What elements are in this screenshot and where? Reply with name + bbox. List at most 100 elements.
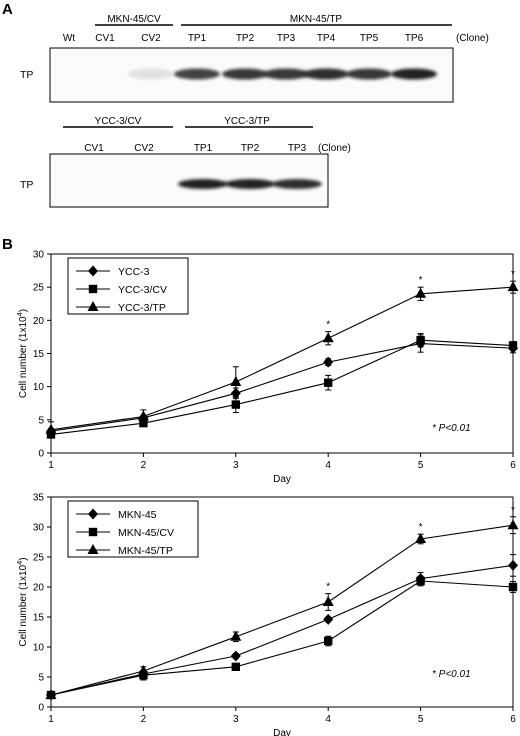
blot1-lane-label: Wt: [63, 33, 75, 44]
x-tick-label: 2: [141, 714, 147, 725]
x-tick-label: 4: [325, 714, 331, 725]
x-tick-label: 3: [233, 714, 239, 725]
legend-label: YCC-3: [118, 266, 150, 278]
legend-label: MKN-45/CV: [118, 527, 174, 539]
series-ycc-3-tp: [45, 280, 519, 439]
y-tick-label: 20: [33, 583, 45, 594]
y-tick-label: 5: [38, 415, 44, 426]
blot2-band: [225, 179, 275, 189]
panel-a-letter: A: [2, 1, 13, 18]
blot1-lane-label: CV1: [95, 33, 115, 44]
blot1-lane-label: TP4: [317, 33, 336, 44]
western-blot-2: [49, 153, 329, 208]
y-tick-label: 30: [33, 250, 45, 261]
blot2-lane-labels: CV1 CV2 TP1 TP2 TP3: [84, 143, 306, 154]
data-point-triangle: [415, 533, 427, 543]
blot1-lane-label: CV2: [141, 33, 161, 44]
data-point-square: [324, 636, 333, 646]
x-tick-label: 3: [233, 460, 239, 471]
significance-marker: *: [511, 269, 515, 280]
blot1-band: [346, 68, 392, 80]
legend-box: [67, 257, 189, 315]
data-point-square: [416, 576, 425, 586]
legend: YCC-3 YCC-3/CV YCC-3/TP: [67, 257, 189, 315]
blot1-lane-label: TP6: [405, 33, 424, 44]
series-line: [50, 580, 514, 696]
blot2-row-label: TP: [20, 179, 33, 191]
y-tick-label: 30: [33, 523, 45, 534]
data-point-triangle: [322, 596, 334, 606]
x-tick-label: 6: [510, 460, 516, 471]
blot1-clone-label: (Clone): [456, 33, 489, 44]
significance-marker: *: [326, 320, 330, 331]
data-point-triangle: [507, 281, 519, 292]
significance-marker: *: [419, 522, 423, 533]
y-axis-label: Cell number (1x104): [15, 309, 29, 398]
y-tick-label: 20: [33, 316, 45, 327]
y-tick-label: 0: [38, 703, 44, 714]
series-line: [50, 524, 514, 696]
y-tick-label: 0: [38, 449, 44, 460]
y-tick-label: 10: [33, 643, 45, 654]
legend-label: YCC-3/TP: [118, 302, 166, 314]
blot1-band: [222, 68, 268, 80]
x-tick-label: 5: [418, 714, 424, 725]
blot1-lane-labels: Wt CV1 CV2 TP1 TP2 TP3 TP4 TP5 TP6: [63, 33, 424, 44]
x-axis-label: Day: [273, 728, 291, 736]
significance-marker: *: [419, 275, 423, 286]
data-point-diamond: [508, 559, 518, 571]
data-point-triangle: [230, 630, 242, 641]
legend-label: YCC-3/CV: [118, 284, 167, 296]
significance-marker: *: [511, 505, 515, 516]
blot2-lane-label: TP2: [241, 143, 260, 154]
y-tick-label: 25: [33, 553, 45, 564]
legend-marker-triangle: [87, 301, 99, 311]
blot2-band: [272, 179, 322, 189]
legend-marker-square: [88, 284, 98, 294]
legend-marker-triangle: [87, 544, 99, 554]
data-point-triangle: [322, 332, 334, 343]
panel-b-letter: B: [2, 236, 13, 253]
blot2-lane-label: CV1: [84, 143, 104, 154]
blot1-band: [174, 68, 220, 80]
blot2-lane-label: TP3: [288, 143, 307, 154]
data-point-triangle: [137, 665, 149, 675]
legend-marker-square: [88, 527, 98, 537]
y-axis-label: Cell number (1x104): [15, 557, 29, 646]
blot1-group-cv-label: MKN-45/CV: [107, 14, 161, 25]
legend: MKN-45 MKN-45/CV MKN-45/TP: [67, 500, 199, 558]
blot2-clone-label: (Clone): [318, 143, 351, 154]
data-point-square: [231, 662, 240, 671]
series-line: [50, 564, 514, 696]
y-tick-label: 25: [33, 283, 45, 294]
series-line: [50, 342, 514, 432]
blot1-group-tp-label: MKN-45/TP: [290, 14, 343, 25]
blot2-band: [178, 179, 228, 189]
y-tick-label: 5: [38, 673, 44, 684]
blot1-lane-label: TP3: [277, 33, 296, 44]
x-tick-label: 4: [325, 460, 331, 471]
p-value-note: * P<0.01: [432, 669, 471, 680]
x-axis-label: Day: [273, 474, 291, 485]
blot2-lane-label: TP1: [194, 143, 213, 154]
legend-label: MKN-45: [118, 509, 157, 521]
series-line: [50, 339, 514, 435]
blot1-band: [391, 68, 437, 80]
y-tick-label: 15: [33, 613, 45, 624]
series-mkn-45-cv: [46, 575, 518, 700]
data-point-triangle: [137, 410, 149, 421]
data-point-square: [231, 400, 240, 409]
x-tick-label: 6: [510, 714, 516, 725]
x-tick-label: 5: [418, 460, 424, 471]
y-tick-label: 35: [33, 493, 45, 504]
data-point-triangle: [45, 423, 57, 434]
data-point-diamond: [323, 613, 334, 625]
y-tick-label: 10: [33, 382, 45, 393]
blot2-headers: YCC-3/CV YCC-3/TP CV1 CV2 TP1 TP2 TP3 (Clone…: [63, 116, 351, 154]
data-point-square: [324, 378, 333, 387]
blot1-band: [128, 68, 174, 80]
growth-chart-mkn45: 0 5 10 15 20 25 30 35 1 2 3 4 5 6 Day Cell number (1x10…: [15, 493, 519, 736]
blot2-lane-label: CV2: [134, 143, 154, 154]
data-point-square: [416, 336, 425, 345]
data-point-triangle: [415, 287, 427, 298]
